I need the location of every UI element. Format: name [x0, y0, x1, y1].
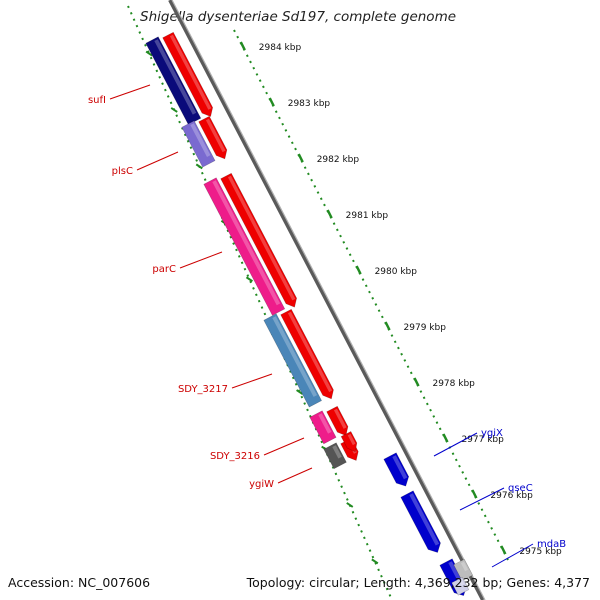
kbp-tick [413, 377, 420, 387]
gene-leader-line [179, 251, 223, 269]
kbp-tick [384, 321, 391, 331]
kbp-tick [239, 41, 246, 51]
gene-label-ygix: ygiX [481, 428, 503, 439]
tick-mark-left [245, 276, 253, 283]
kbp-label: 2984 kbp [259, 43, 302, 53]
gene-leader-line [231, 373, 273, 389]
kbp-label: 2983 kbp [288, 99, 331, 109]
cds-bar-sdy_3216 [326, 405, 349, 436]
tick-mark-left [296, 389, 304, 395]
kbp-label: 2975 kbp [519, 547, 562, 557]
gene-bar-sdy_3217 [263, 313, 323, 408]
kbp-label: 2979 kbp [404, 323, 447, 333]
cds-bar-parc [220, 172, 297, 308]
backbone-highlight [171, 0, 486, 600]
tick-track-right [233, 29, 509, 561]
gene-leader-line [263, 437, 305, 456]
kbp-label: 2982 kbp [317, 155, 360, 165]
gene-label-ygiw: ygiW [249, 479, 274, 490]
kbp-tick [297, 153, 304, 163]
tick-track-left [127, 5, 393, 600]
cds-bar-sufi [162, 31, 214, 117]
kbp-label: 2977 kbp [461, 435, 504, 445]
gene-leader-line [491, 543, 534, 568]
accession-text: Accession: NC_007606 [8, 575, 151, 590]
gene-bar-light [451, 576, 470, 596]
tick-mark-left [346, 502, 354, 508]
gene-bar-qsec [400, 490, 441, 553]
kbp-tick [355, 265, 362, 275]
kbp-label: 2978 kbp [432, 379, 475, 389]
kbp-tick [471, 489, 478, 499]
tick-mark-left [195, 163, 203, 170]
gene-leader-line [277, 467, 313, 484]
tick-mark-left [145, 50, 153, 57]
gene-bar-plsc [181, 120, 216, 168]
cds-bar-plsc [198, 115, 228, 160]
gene-label-sdy_3216: SDY_3216 [210, 451, 260, 462]
cds-bar-sdy_3217 [280, 308, 334, 400]
genome-summary-text: Topology: circular; Length: 4,369,232 bp… [246, 575, 590, 590]
kbp-label: 2980 kbp [375, 267, 418, 277]
backbone-line [168, 0, 485, 600]
gene-bar-sufi [145, 36, 202, 126]
kbp-tick [326, 209, 333, 219]
gene-label-plsc: plsC [112, 166, 133, 177]
gene-label-sufi: sufI [88, 95, 106, 106]
gene-label-qsec: qseC [508, 483, 533, 494]
gene-bar-ygiw [323, 442, 347, 470]
gene-leader-line [109, 84, 151, 100]
gene-leader-line [136, 151, 179, 171]
gene-label-parc: parC [152, 264, 176, 275]
map-title: Shigella dysenteriae Sd197, complete gen… [140, 9, 457, 25]
tick-mark-left [170, 107, 178, 113]
kbp-tick [442, 433, 449, 443]
kbp-tick [268, 97, 275, 107]
kbp-tick [500, 545, 507, 555]
gene-bar-parc [203, 177, 286, 316]
kbp-label: 2976 kbp [490, 491, 533, 501]
tick-mark-left [371, 558, 379, 565]
cds-bar-extra [340, 431, 358, 453]
gene-leader-line [433, 432, 478, 457]
gene-leader-line [459, 487, 505, 511]
gene-bar-ygix [383, 452, 410, 487]
kbp-label: 2981 kbp [346, 211, 389, 221]
gene-bar-gray [453, 558, 474, 582]
gene-label-sdy_3217: SDY_3217 [178, 384, 228, 395]
gene-label-mdab: mdaB [537, 539, 566, 550]
gene-bar-sdy_3216 [309, 410, 337, 445]
